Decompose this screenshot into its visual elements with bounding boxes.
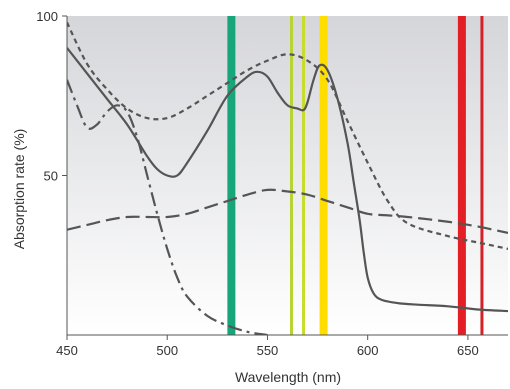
x-tick-label: 500: [156, 343, 178, 358]
axis-ticks: 450 500 550 600 650 50 100: [36, 9, 478, 358]
x-axis-title: Wavelength (nm): [235, 369, 341, 385]
wavelength-band-532: [227, 16, 236, 335]
y-tick-label: 100: [36, 9, 58, 24]
x-tick-label: 550: [257, 343, 279, 358]
wavelength-band-647: [457, 16, 466, 335]
y-tick-label: 50: [44, 169, 58, 184]
wavelength-bands: [227, 16, 484, 335]
series-line-long-dash: [67, 188, 508, 234]
series-line-dash-dot: [67, 79, 268, 335]
x-tick-label: 600: [357, 343, 379, 358]
wavelength-band-657: [480, 16, 484, 335]
x-tick-label: 650: [457, 343, 479, 358]
x-tick-label: 450: [56, 343, 78, 358]
wavelength-band-562: [290, 16, 294, 335]
series-group: [67, 21, 508, 335]
wavelength-band-568: [302, 16, 306, 335]
plot-background: [67, 16, 508, 335]
y-axis-title: Absorption rate (%): [11, 129, 27, 250]
wavelength-band-578: [319, 16, 328, 335]
series-line-solid: [67, 47, 508, 313]
series-line-short-dash: [67, 21, 508, 250]
